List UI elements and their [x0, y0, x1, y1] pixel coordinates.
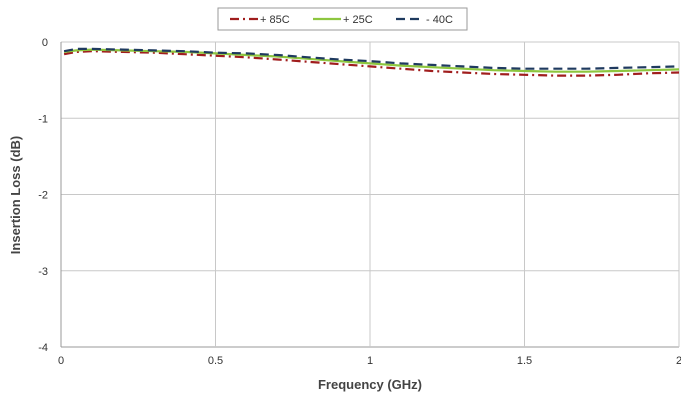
y-tick-label: -1 [38, 113, 48, 125]
series-line-1 [63, 50, 680, 77]
x-tick-label: 1.5 [517, 355, 532, 367]
y-tick-label: 0 [42, 37, 48, 49]
legend-box [217, 7, 468, 31]
y-tick-label: -3 [38, 266, 48, 278]
x-tick-label: 0.5 [208, 355, 223, 367]
legend-label: + 85C [260, 14, 290, 26]
legend-label: - 40C [426, 14, 453, 26]
grid-lines [60, 41, 680, 348]
y-tick-label: -2 [38, 190, 48, 202]
x-tick-label: 1 [367, 355, 373, 367]
x-tick-label: 0 [58, 355, 64, 367]
y-tick-label: -4 [38, 342, 48, 354]
y-tick-labels: 0 -1 -2 -3 -4 [38, 37, 48, 354]
y-axis-label: Insertion Loss (dB) [8, 136, 23, 254]
series-lines [63, 47, 680, 77]
legend-label: + 25C [343, 14, 373, 26]
x-axis-label: Frequency (GHz) [318, 377, 422, 392]
series-line-3 [63, 47, 680, 70]
x-tick-label: 2 [676, 355, 681, 367]
x-tick-labels: 0 0.5 1 1.5 2 [58, 355, 681, 367]
legend: + 85C + 25C - 40C [217, 7, 468, 31]
